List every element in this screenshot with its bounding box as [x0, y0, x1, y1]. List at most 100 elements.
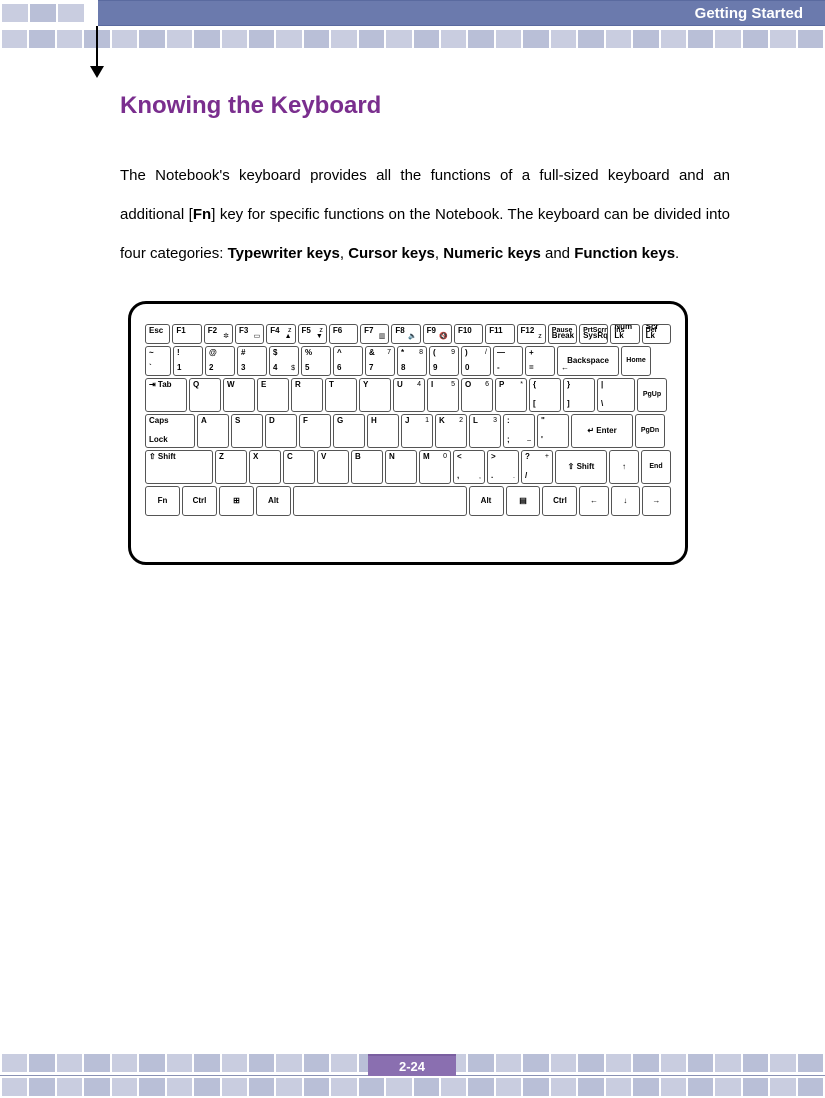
key: →	[642, 486, 671, 516]
key: G	[333, 414, 365, 448]
key: Esc	[145, 324, 170, 344]
arrow-stem	[96, 26, 98, 70]
key: )0/	[461, 346, 491, 376]
key: V	[317, 450, 349, 484]
key: ?/+	[521, 450, 553, 484]
key: ↑	[609, 450, 639, 484]
key: A	[197, 414, 229, 448]
key: PgDn	[635, 414, 665, 448]
keyboard-row: ⇥ TabQWERTYU4I5O6P*{[}]|\PgUp	[145, 378, 671, 412]
key: F12z	[517, 324, 546, 344]
key: N	[385, 450, 417, 484]
key: F1	[172, 324, 201, 344]
keyboard-row: ⇧ ShiftZXCVBNM0<,,>..?/+⇧ Shift↑End	[145, 450, 671, 484]
key: PrtScrnSysRq	[579, 324, 608, 344]
keyboard-row: ~`!1@2#3$4$%5^6&77*88(99)0/—-+=Backspace…	[145, 346, 671, 376]
key: Alt	[469, 486, 504, 516]
key: :;–	[503, 414, 535, 448]
key: I5	[427, 378, 459, 412]
key: ↵ Enter	[571, 414, 633, 448]
section-title: Getting Started	[695, 5, 803, 22]
key: F9🔇	[423, 324, 452, 344]
key: PgUp	[637, 378, 667, 412]
key: DelScr Lk	[642, 324, 671, 344]
key: $4$	[269, 346, 299, 376]
key: <,,	[453, 450, 485, 484]
top-left-squares	[2, 4, 100, 22]
key: End	[641, 450, 671, 484]
key: %5	[301, 346, 331, 376]
key: (99	[429, 346, 459, 376]
key: &77	[365, 346, 395, 376]
key: InsNum Lk	[610, 324, 639, 344]
key: "'	[537, 414, 569, 448]
key: F2✲	[204, 324, 233, 344]
key: F7▥	[360, 324, 389, 344]
key: >..	[487, 450, 519, 484]
key: ←	[579, 486, 608, 516]
keyboard-row: FnCtrl⊞AltAlt▤Ctrl←↓→	[145, 486, 671, 516]
content-area: Knowing the Keyboard The Notebook's keyb…	[120, 92, 730, 565]
key: ↓	[611, 486, 640, 516]
key: S	[231, 414, 263, 448]
key: ▤	[506, 486, 541, 516]
key: —-	[493, 346, 523, 376]
key: ⇧ Shift	[145, 450, 213, 484]
key: !1	[173, 346, 203, 376]
key: Ctrl	[542, 486, 577, 516]
key: Alt	[256, 486, 291, 516]
key: }]	[563, 378, 595, 412]
key: ~`	[145, 346, 171, 376]
key: Backspace←	[557, 346, 619, 376]
keyboard-layout: EscF1F2✲F3▭F4z▲F5z▼F6F7▥F8🔈F9🔇F10F11F12z…	[145, 324, 671, 516]
key: F	[299, 414, 331, 448]
keyboard-row: CapsLockASDFGHJ1K2L3:;–"'↵ EnterPgDn	[145, 414, 671, 448]
page-heading: Knowing the Keyboard	[120, 92, 730, 120]
key: W	[223, 378, 255, 412]
key: R	[291, 378, 323, 412]
key: Q	[189, 378, 221, 412]
page-number: 2-24	[368, 1054, 456, 1076]
key: J1	[401, 414, 433, 448]
key: H	[367, 414, 399, 448]
arrow-down-icon	[90, 66, 104, 78]
key: F4z▲	[266, 324, 295, 344]
key: U4	[393, 378, 425, 412]
key: Home	[621, 346, 651, 376]
key: P*	[495, 378, 527, 412]
key: F5z▼	[298, 324, 327, 344]
key: T	[325, 378, 357, 412]
key: E	[257, 378, 289, 412]
key: @2	[205, 346, 235, 376]
key: Fn	[145, 486, 180, 516]
header-bar: Getting Started	[98, 0, 825, 26]
key: F8🔈	[391, 324, 420, 344]
key: {[	[529, 378, 561, 412]
top-squares-row	[2, 30, 825, 48]
key	[293, 486, 467, 516]
key: ⇥ Tab	[145, 378, 187, 412]
key: ⊞	[219, 486, 254, 516]
key: K2	[435, 414, 467, 448]
key: B	[351, 450, 383, 484]
bottom-squares-row-2	[2, 1078, 825, 1096]
key: Ctrl	[182, 486, 217, 516]
keyboard-row: EscF1F2✲F3▭F4z▲F5z▼F6F7▥F8🔈F9🔇F10F11F12z…	[145, 324, 671, 344]
key: #3	[237, 346, 267, 376]
intro-paragraph: The Notebook's keyboard provides all the…	[120, 156, 730, 273]
key: Z	[215, 450, 247, 484]
page-root: Getting Started Knowing the Keyboard The…	[0, 0, 825, 1098]
key: L3	[469, 414, 501, 448]
key: F11	[485, 324, 514, 344]
key: |\	[597, 378, 635, 412]
key: +=	[525, 346, 555, 376]
key: F6	[329, 324, 358, 344]
key: C	[283, 450, 315, 484]
keyboard-figure: EscF1F2✲F3▭F4z▲F5z▼F6F7▥F8🔈F9🔇F10F11F12z…	[128, 301, 688, 565]
key: CapsLock	[145, 414, 195, 448]
key: M0	[419, 450, 451, 484]
key: PauseBreak	[548, 324, 577, 344]
key: ^6	[333, 346, 363, 376]
key: O6	[461, 378, 493, 412]
key: D	[265, 414, 297, 448]
